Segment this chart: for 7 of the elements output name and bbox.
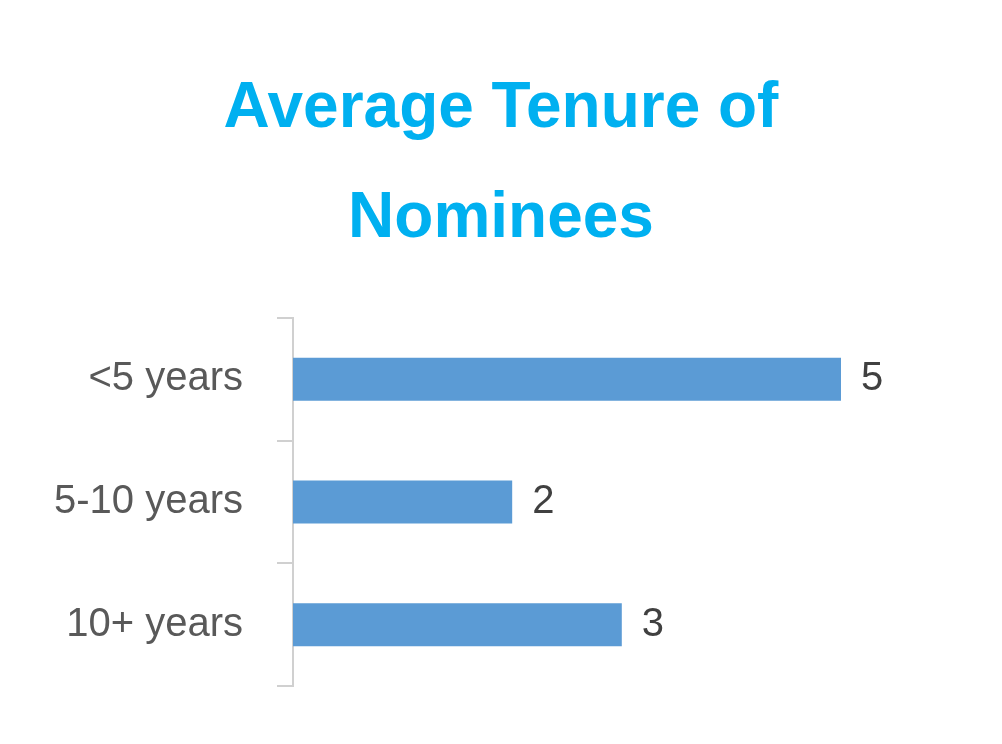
y-tick-label: 10+ years [66,599,243,644]
data-label: 5 [861,354,884,399]
y-tick-label: <5 years [88,354,243,399]
data-label: 2 [532,477,555,522]
chart-title: Average Tenure of Nominees [222,68,780,253]
y-tick-label: 5-10 years [54,477,243,522]
data-label: 3 [641,599,665,644]
